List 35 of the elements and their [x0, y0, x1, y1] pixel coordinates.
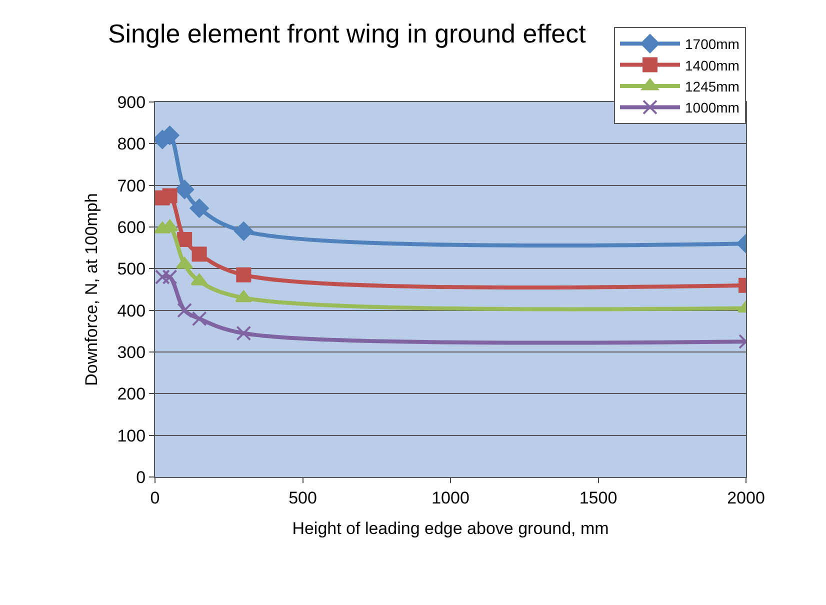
point	[235, 290, 252, 302]
x-axis-title: Height of leading edge above ground, mm	[292, 518, 609, 538]
legend-label: 1400mm	[685, 57, 740, 74]
y-tick-label: 100	[117, 426, 146, 446]
y-tick-label: 300	[117, 342, 146, 362]
x-tick-label: 2000	[727, 488, 765, 508]
point	[162, 188, 178, 204]
legend-label: 1000mm	[685, 100, 740, 116]
point	[162, 270, 178, 284]
y-tick-label: 400	[117, 301, 146, 320]
point	[234, 222, 254, 241]
y-tick-label: 700	[117, 176, 146, 196]
point	[175, 180, 194, 199]
point	[177, 302, 192, 318]
legend-label: 1700mm	[685, 36, 740, 52]
point	[236, 326, 252, 341]
point	[177, 232, 192, 247]
y-tick-label: 0	[136, 468, 146, 487]
y-tick-label: 900	[117, 92, 146, 112]
point	[236, 267, 252, 282]
point	[190, 198, 209, 218]
point	[155, 270, 170, 284]
y-tick-label: 200	[117, 384, 146, 404]
point	[192, 246, 207, 262]
x-tick-label: 500	[288, 488, 317, 508]
point	[192, 311, 207, 326]
chart-title: Single element front wing in ground effect	[108, 18, 587, 48]
y-tick-label: 600	[117, 218, 146, 237]
x-tick-label: 1500	[579, 488, 618, 508]
y-tick-label: 500	[117, 260, 146, 279]
x-tick-label: 0	[150, 488, 160, 508]
legend-label: 1245mm	[685, 78, 740, 94]
y-axis-title: Downforce, N, at 100mph	[82, 193, 101, 386]
y-tick-label: 800	[117, 134, 146, 154]
x-tick-label: 1000	[432, 488, 470, 508]
